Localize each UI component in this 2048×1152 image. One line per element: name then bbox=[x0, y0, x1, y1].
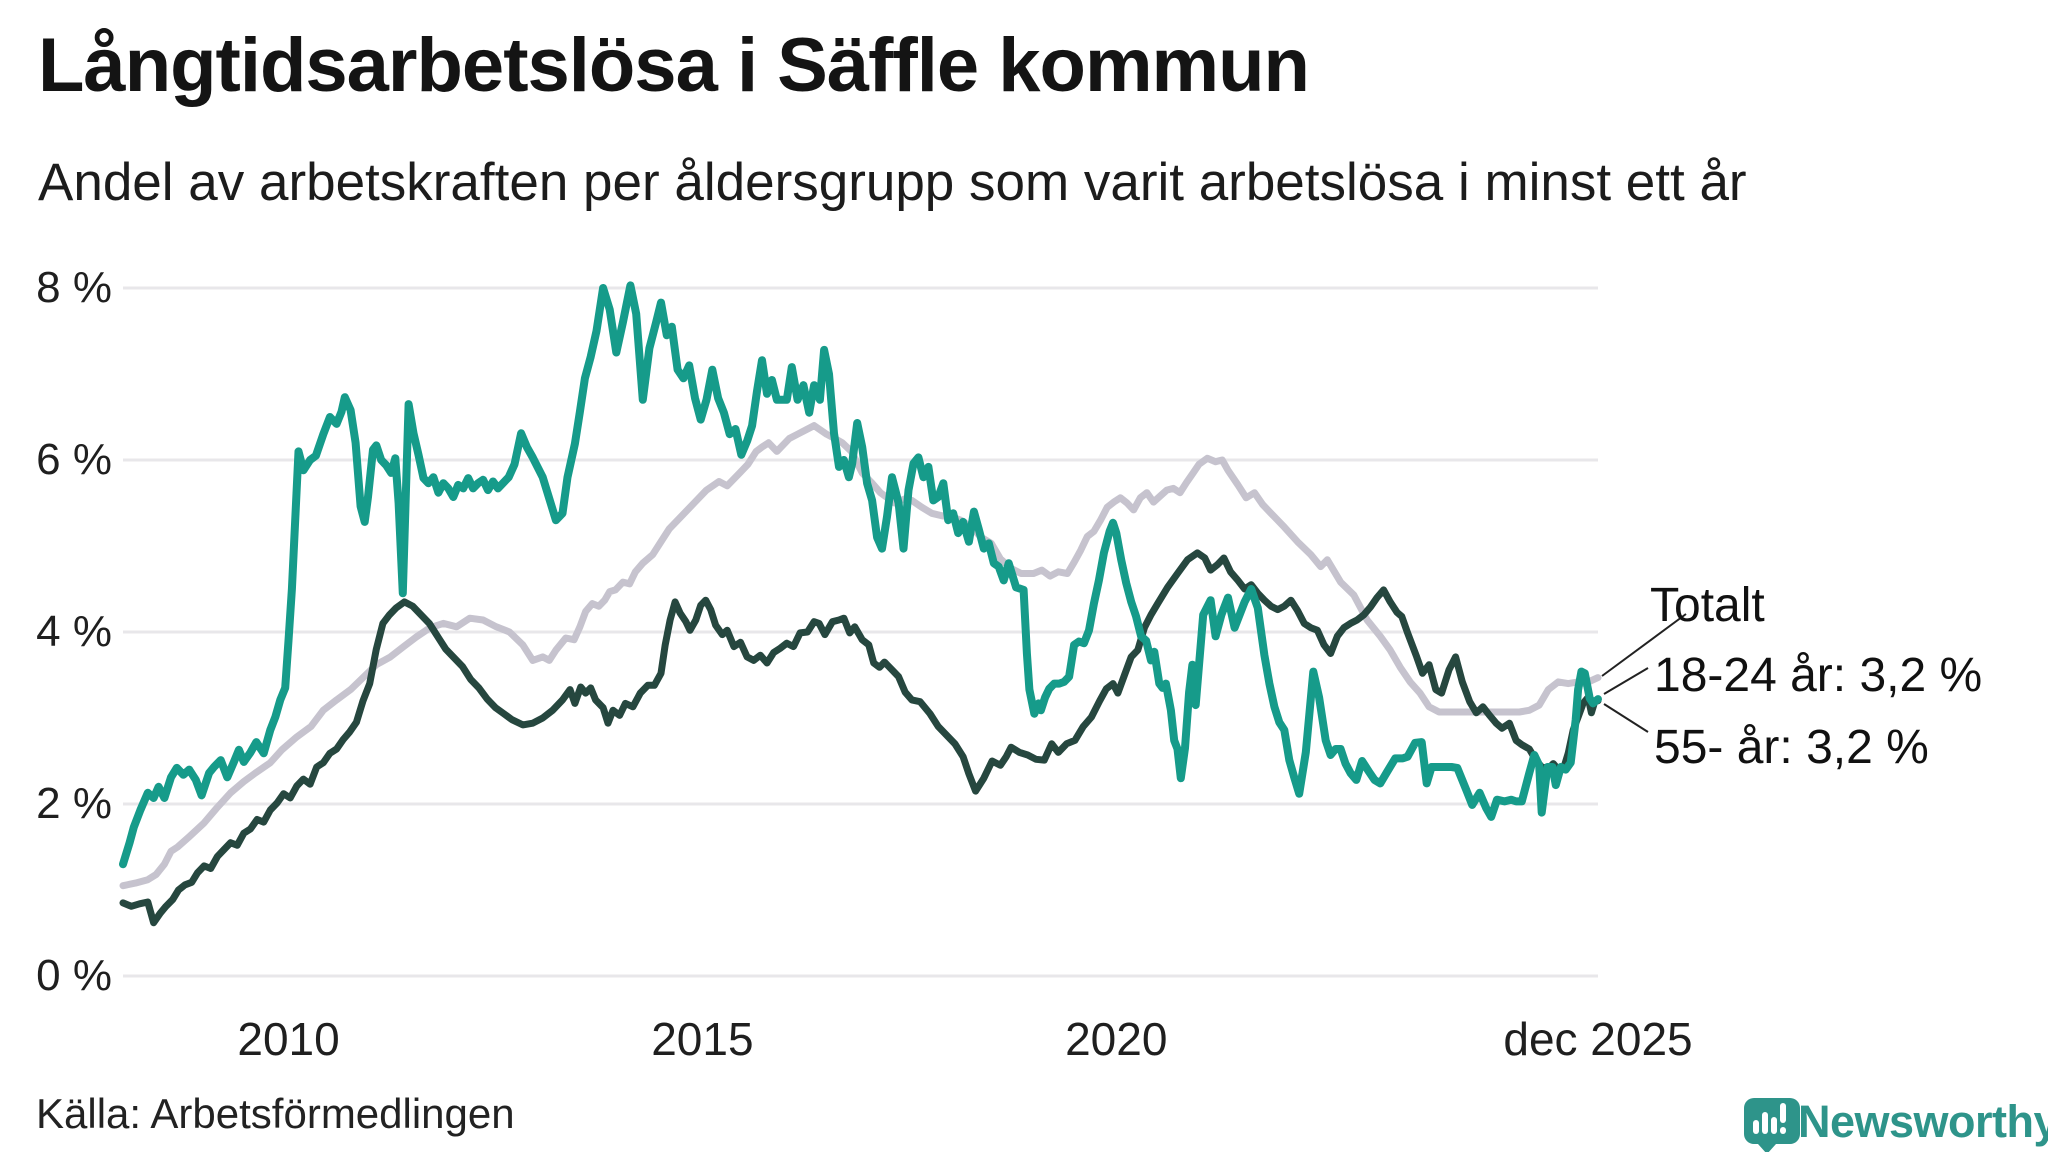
end-label-55: 55- år: 3,2 % bbox=[1654, 721, 1929, 774]
x-tick-label: 2015 bbox=[651, 1013, 754, 1065]
end-label-totalt: Totalt bbox=[1650, 579, 1765, 632]
chart-subtitle: Andel av arbetskraften per åldersgrupp s… bbox=[38, 153, 1747, 212]
y-tick-label: 4 % bbox=[36, 607, 112, 656]
newsworthy-logo-icon bbox=[1744, 1098, 1800, 1152]
y-tick-label: 0 % bbox=[36, 951, 112, 1000]
leader-line bbox=[1603, 703, 1649, 733]
leader-line bbox=[1603, 667, 1649, 695]
x-tick-label: 2020 bbox=[1065, 1013, 1168, 1065]
series-line-55-r bbox=[119, 549, 1602, 927]
y-tick-label: 8 % bbox=[36, 263, 112, 312]
x-tick-label: 2010 bbox=[237, 1013, 340, 1065]
end-label-18-24: 18-24 år: 3,2 % bbox=[1654, 649, 1983, 702]
x-tick-label: dec 2025 bbox=[1503, 1013, 1693, 1065]
newsworthy-wordmark: Newsworthy bbox=[1798, 1096, 2048, 1147]
y-tick-label: 6 % bbox=[36, 435, 112, 484]
series-line-18-24-r bbox=[119, 281, 1602, 869]
y-tick-label: 2 % bbox=[36, 779, 112, 828]
series-line-totalt bbox=[119, 422, 1602, 890]
leader-line bbox=[1601, 613, 1687, 677]
page-title: Långtidsarbetslösa i Säffle kommun bbox=[38, 23, 1310, 108]
source-note: Källa: Arbetsförmedlingen bbox=[36, 1090, 515, 1137]
